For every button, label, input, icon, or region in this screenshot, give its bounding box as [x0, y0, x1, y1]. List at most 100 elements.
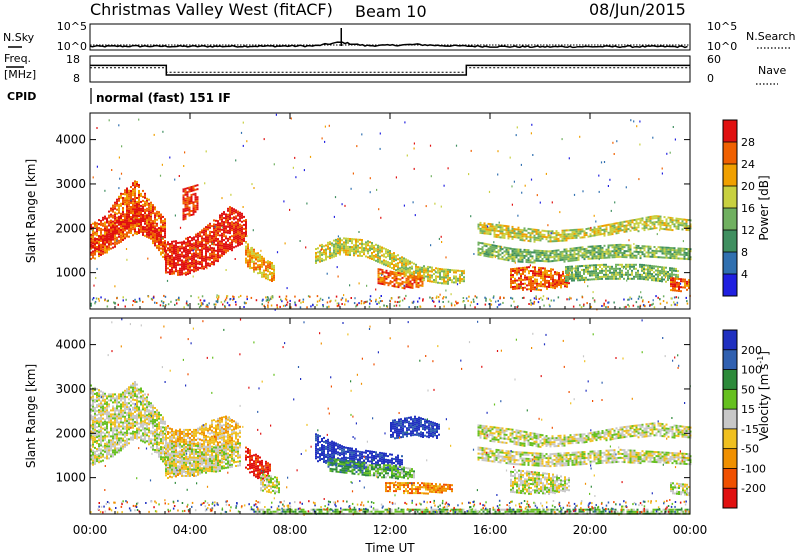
heatmap-cell [189, 215, 191, 217]
heatmap-cell [161, 300, 163, 302]
heatmap-cell [669, 275, 671, 277]
heatmap-cell [277, 251, 278, 253]
heatmap-cell [506, 247, 508, 249]
heatmap-cell [516, 272, 518, 274]
heatmap-cell [461, 274, 463, 276]
heatmap-cell [193, 242, 195, 244]
heatmap-cell [213, 229, 215, 231]
heatmap-cell [211, 235, 213, 237]
heatmap-cell [130, 218, 132, 220]
heatmap-cell [407, 262, 409, 264]
heatmap-cell [328, 306, 330, 308]
heatmap-cell [138, 221, 140, 223]
heatmap-cell [150, 236, 152, 238]
heatmap-cell [120, 197, 122, 199]
heatmap-cell [247, 259, 249, 261]
heatmap-cell [316, 304, 318, 306]
heatmap-cell [102, 247, 104, 249]
heatmap-cell [305, 246, 306, 248]
heatmap-cell [152, 222, 154, 224]
heatmap-cell [439, 238, 440, 240]
heatmap-cell [554, 281, 556, 283]
heatmap-cell [632, 257, 634, 259]
heatmap-cell [233, 210, 235, 212]
heatmap-cell [175, 256, 177, 258]
heatmap-cell [486, 253, 488, 255]
heatmap-cell [353, 254, 355, 256]
heatmap-cell [267, 274, 269, 276]
heatmap-cell [128, 198, 130, 200]
heatmap-cell [532, 303, 534, 305]
heatmap-cell [229, 226, 231, 228]
heatmap-cell [255, 269, 257, 271]
heatmap-cell [150, 223, 152, 225]
heatmap-cell [670, 152, 671, 154]
heatmap-cell [249, 263, 251, 265]
heatmap-cell [263, 276, 265, 278]
heatmap-cell [622, 225, 624, 227]
heatmap-cell [96, 238, 98, 240]
heatmap-cell [520, 267, 522, 269]
heatmap-cell [409, 269, 411, 271]
heatmap-cell [114, 232, 116, 234]
heatmap-cell [478, 224, 480, 226]
heatmap-cell [351, 250, 353, 252]
heatmap-cell [409, 271, 411, 273]
heatmap-cell [169, 265, 171, 267]
heatmap-cell [343, 243, 345, 245]
heatmap-cell [148, 221, 150, 223]
heatmap-cell [596, 247, 598, 249]
heatmap-cell [532, 284, 534, 286]
heatmap-cell [341, 249, 343, 251]
heatmap-cell [112, 247, 114, 249]
heatmap-cell [219, 222, 221, 224]
heatmap-cell [158, 217, 160, 219]
heatmap-cell [672, 255, 674, 257]
heatmap-cell [451, 304, 453, 306]
heatmap-cell [540, 239, 542, 241]
heatmap-cell [152, 236, 154, 238]
heatmap-cell [686, 252, 688, 254]
heatmap-cell [435, 270, 436, 272]
heatmap-cell [625, 274, 627, 276]
heatmap-cell [193, 189, 195, 191]
heatmap-cell [130, 208, 132, 210]
heatmap-cell [538, 252, 540, 254]
heatmap-cell [530, 276, 532, 278]
heatmap-cell [583, 273, 585, 275]
heatmap-cell [191, 245, 193, 247]
heatmap-cell [534, 239, 536, 241]
nsky-tick-top: 10^5 [57, 20, 87, 33]
heatmap-cell [203, 246, 205, 248]
heatmap-cell [300, 306, 302, 308]
heatmap-cell [207, 306, 209, 308]
heatmap-cell [631, 227, 632, 229]
freq-label-2: [MHz] [4, 68, 36, 81]
heatmap-cell [412, 285, 414, 287]
heatmap-cell [96, 414, 98, 416]
heatmap-cell [126, 248, 127, 250]
heatmap-cell [405, 260, 407, 262]
heatmap-cell [184, 151, 185, 153]
heatmap-cell [577, 271, 579, 273]
heatmap-cell [136, 197, 138, 199]
heatmap-cell [675, 274, 677, 276]
heatmap-cell [217, 224, 219, 226]
heatmap-cell [533, 303, 535, 305]
heatmap-cell [550, 236, 552, 238]
heatmap-cell [257, 256, 259, 258]
heatmap-cell [526, 278, 528, 280]
heatmap-cell [636, 257, 638, 259]
heatmap-cell [573, 274, 575, 276]
heatmap-cell [663, 269, 665, 271]
heatmap-cell [520, 233, 522, 235]
heatmap-cell [396, 282, 398, 284]
heatmap-cell [538, 231, 540, 233]
heatmap-cell [142, 190, 144, 192]
heatmap-cell [317, 257, 319, 259]
heatmap-cell [484, 224, 486, 226]
heatmap-cell [90, 303, 92, 305]
heatmap-cell [130, 202, 132, 204]
heatmap-cell [237, 237, 239, 239]
heatmap-cell [572, 235, 574, 237]
